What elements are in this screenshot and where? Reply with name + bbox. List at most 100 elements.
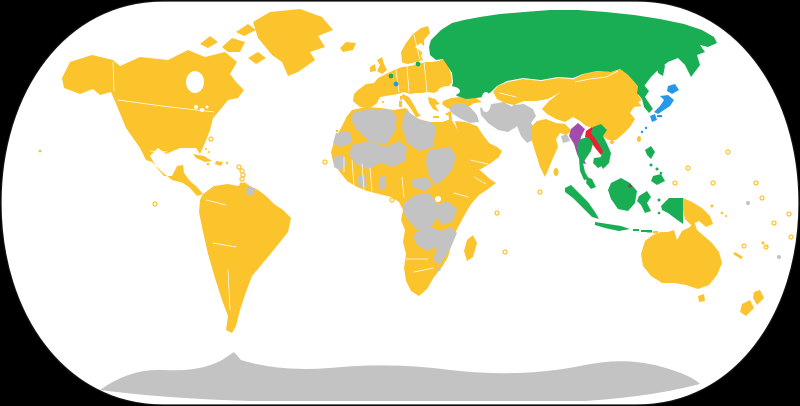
marker-samoa xyxy=(763,244,769,250)
region-cambodia xyxy=(593,157,606,168)
region-thailand xyxy=(577,137,593,180)
border-us-canada xyxy=(117,99,215,113)
region-netherlands-dot-green xyxy=(388,73,394,79)
marker-nauru-gray xyxy=(746,201,750,205)
region-new-zealand-south xyxy=(740,300,754,316)
border-africa-2 xyxy=(351,159,355,187)
region-new-guinea-west xyxy=(661,198,683,224)
border-arabia xyxy=(469,159,489,165)
border-south-america-2 xyxy=(212,242,237,248)
region-mali-niger xyxy=(349,141,407,169)
region-tasmania xyxy=(698,294,705,302)
region-bahamas-1 xyxy=(205,148,207,150)
great-lake-2 xyxy=(200,108,204,112)
border-mongolia-china xyxy=(574,70,619,83)
region-philippines-luzon xyxy=(645,146,655,159)
marker-maldives xyxy=(537,189,543,195)
region-canada-arctic-island-1 xyxy=(222,38,245,52)
region-libya xyxy=(402,110,436,151)
region-java xyxy=(595,222,630,231)
border-africa-9 xyxy=(413,267,434,273)
region-levant-coast xyxy=(448,111,452,120)
region-scandinavia xyxy=(401,26,430,64)
region-sulawesi xyxy=(637,191,651,213)
region-switzerland-dot-blue xyxy=(393,81,399,87)
region-balearic xyxy=(381,100,385,104)
marker-antilles-4 xyxy=(239,176,245,182)
region-moluccas-3 xyxy=(657,211,661,215)
region-moluccas-1 xyxy=(657,198,661,202)
region-iceland xyxy=(340,42,356,52)
hudson-bay xyxy=(186,71,204,93)
region-kazakhstan-central-asia xyxy=(493,78,577,105)
region-syria-iraq xyxy=(449,103,479,123)
border-us-mexico xyxy=(149,150,168,153)
region-afghanistan-pakistan xyxy=(510,104,536,143)
region-corsica xyxy=(400,96,402,100)
border-africa-5 xyxy=(401,176,405,198)
lake-victoria xyxy=(435,196,441,202)
region-arabia xyxy=(455,121,502,171)
region-senegal-guinea xyxy=(333,155,347,171)
region-new-zealand-north xyxy=(753,290,764,305)
border-africa-7 xyxy=(473,176,487,185)
marker-comoros xyxy=(470,244,476,250)
region-cyprus xyxy=(445,112,449,116)
region-ivory-coast xyxy=(357,175,367,187)
region-china-mongolia xyxy=(542,69,642,140)
region-japan-kyushu xyxy=(650,114,657,122)
region-australia xyxy=(641,221,722,289)
region-philippines-visayas-3 xyxy=(659,171,663,175)
region-japan-okinawa-1 xyxy=(644,126,648,130)
region-great-britain xyxy=(377,57,387,74)
caspian-sea xyxy=(481,92,491,112)
marker-kiribati-2 xyxy=(786,211,792,217)
black-sea xyxy=(438,86,460,96)
marker-mauritius xyxy=(502,249,508,255)
marker-antilles-1 xyxy=(236,164,242,170)
region-lesser-sunda-1 xyxy=(633,229,639,231)
marker-sao-tome xyxy=(389,197,395,203)
region-india xyxy=(531,119,572,177)
region-greece xyxy=(428,97,440,112)
region-papua-new-guinea xyxy=(683,198,713,227)
region-togo-benin xyxy=(379,176,386,189)
region-hispaniola xyxy=(215,161,223,166)
region-crete xyxy=(433,116,439,118)
border-europe-1 xyxy=(395,69,400,93)
region-tanzania xyxy=(435,201,457,225)
marker-tonga-gray xyxy=(777,255,781,259)
region-hainan xyxy=(610,140,614,144)
region-brunei xyxy=(628,184,632,188)
baltic-sea xyxy=(415,43,434,61)
region-novaya-zemlya xyxy=(497,17,513,29)
border-europe-3 xyxy=(423,61,428,93)
border-africa-6 xyxy=(453,192,469,198)
region-laos xyxy=(585,127,606,155)
marker-vanuatu xyxy=(741,243,747,249)
border-alaska-canada xyxy=(112,61,115,92)
border-central-asia xyxy=(499,92,517,98)
region-myanmar xyxy=(569,123,586,164)
region-europe-mainland xyxy=(353,59,452,108)
region-algeria xyxy=(351,109,397,145)
region-italy xyxy=(401,94,421,117)
region-russia-finland xyxy=(429,10,717,99)
region-eswatini-dot xyxy=(437,267,441,271)
region-sardinia xyxy=(399,101,402,107)
region-timor-east xyxy=(653,231,658,234)
marker-guam xyxy=(685,165,691,171)
region-bangladesh xyxy=(561,134,570,143)
region-vietnam xyxy=(591,124,611,169)
region-japan-hokkaido xyxy=(667,84,679,94)
marker-bermuda xyxy=(208,136,214,142)
region-canada-arctic-island-4 xyxy=(236,24,256,36)
region-philippines-visayas-2 xyxy=(655,167,659,171)
region-sakhalin xyxy=(657,60,665,76)
region-sudan xyxy=(426,147,456,185)
region-japan-okinawa-2 xyxy=(640,130,644,134)
marker-galapagos xyxy=(152,201,158,207)
marker-cape-verde xyxy=(322,159,328,165)
